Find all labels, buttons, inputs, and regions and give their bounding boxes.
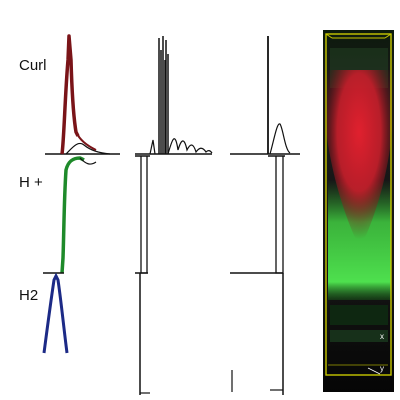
panel-3-bump	[269, 123, 291, 155]
h-plus-curve	[60, 156, 85, 274]
curl-tail	[75, 131, 97, 151]
panel-2	[135, 36, 213, 395]
h2-label: H2	[19, 287, 39, 304]
curl-peak	[60, 34, 80, 155]
panel-1	[42, 34, 120, 354]
axis-indicator	[367, 367, 381, 375]
h2-curve	[42, 272, 69, 354]
volume-frame	[325, 33, 392, 376]
volume-render	[323, 30, 394, 392]
volume-marker-y: y	[380, 364, 384, 373]
panel-3	[230, 36, 300, 395]
curl-trace	[65, 142, 111, 155]
h-plus-trace	[79, 157, 97, 165]
curl-label: Curl	[19, 57, 47, 74]
h-plus-label: H +	[19, 174, 43, 191]
volume-red-region	[326, 70, 392, 248]
volume-marker-x: x	[380, 332, 384, 341]
panel-2-oscillation	[149, 138, 213, 155]
